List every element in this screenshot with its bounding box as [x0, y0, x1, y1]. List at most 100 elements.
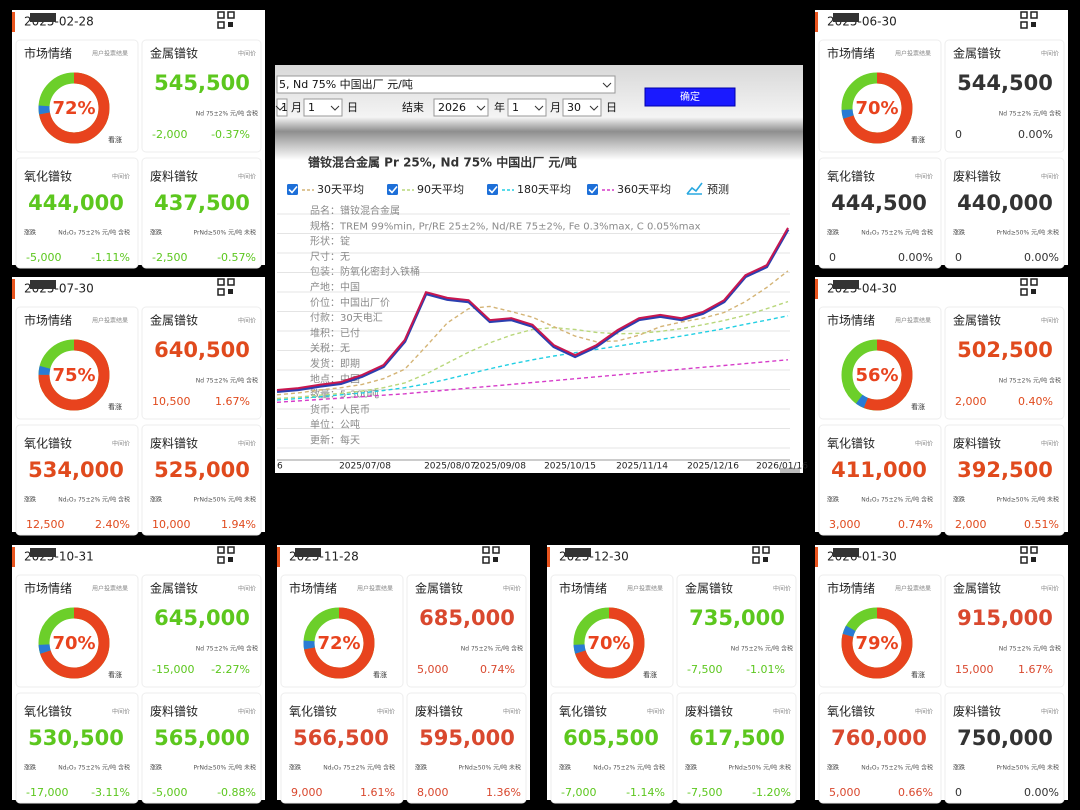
- sentiment-label: 市场情绪: [559, 581, 607, 596]
- bull-label: 看涨: [643, 670, 657, 679]
- oxide-price: 444,000: [28, 191, 124, 215]
- date-bar: [277, 547, 280, 567]
- bull-label: 看涨: [108, 670, 122, 679]
- vote-label: 用户投票结果: [895, 585, 931, 593]
- qr-eye: [1020, 21, 1028, 29]
- legend-check[interactable]: [287, 184, 298, 195]
- qr-eye: [227, 11, 235, 19]
- check-mark: [488, 185, 498, 194]
- legend-text: 90天平均: [417, 183, 464, 196]
- oxide-change: -5,000: [26, 251, 61, 264]
- sentiment-label: 市场情绪: [289, 581, 337, 596]
- metal-pct: 0.74%: [480, 663, 515, 676]
- price-line-shadow: [276, 228, 790, 393]
- qr-text: [30, 548, 56, 557]
- legend-check[interactable]: [387, 184, 398, 195]
- sentiment-value: 72%: [317, 633, 360, 654]
- vote-label: 用户投票结果: [627, 585, 663, 593]
- panel: [141, 157, 262, 269]
- metal-spec: Nd 75±2% 元/吨 含税: [196, 645, 258, 653]
- scrap-price: 440,000: [957, 191, 1053, 215]
- vote-label: 用户投票结果: [92, 50, 128, 58]
- change-label: 涨跌: [953, 764, 965, 772]
- mid-label: 中间价: [112, 708, 130, 716]
- select-arrow: [476, 105, 486, 111]
- scrap-pct: -1.20%: [752, 786, 791, 799]
- select[interactable]: [303, 98, 343, 117]
- legend-check[interactable]: [487, 184, 498, 195]
- qr-text: [30, 280, 56, 289]
- date-bar: [815, 547, 818, 567]
- mid-label: 中间价: [1041, 708, 1059, 716]
- qr-eye: [1020, 546, 1028, 554]
- oxide-pct: 0.00%: [898, 251, 933, 264]
- scrollbar: [780, 468, 800, 473]
- spec-line: 堆积：已付: [310, 326, 360, 339]
- date-bar: [12, 12, 15, 32]
- change-label: 涨跌: [150, 496, 162, 504]
- select[interactable]: [562, 98, 602, 117]
- qr-eye: [1020, 556, 1028, 564]
- mid-label: 中间价: [503, 708, 521, 716]
- select-arrow: [602, 82, 612, 88]
- donut-bull: [841, 72, 913, 144]
- sentiment-label: 市场情绪: [827, 581, 875, 596]
- qr-eye: [762, 546, 770, 554]
- bull-label: 看涨: [911, 135, 925, 144]
- metal-spec: Nd 75±2% 元/吨 含税: [196, 377, 258, 385]
- oxide-label: 氧化镨钕: [559, 704, 607, 719]
- qr-dot: [763, 557, 768, 562]
- select-text: 1: [512, 101, 519, 114]
- scrap-price: 617,500: [689, 726, 785, 750]
- scrap-pct: -0.57%: [217, 251, 256, 264]
- qr-icon: [217, 11, 235, 29]
- average-line: [276, 315, 789, 401]
- donut-neutral: [38, 72, 110, 144]
- select[interactable]: [507, 98, 547, 117]
- oxide-spec: Nd₂O₃ 75±2% 元/吨 含税: [58, 229, 130, 237]
- sentiment-value: 79%: [855, 633, 898, 654]
- select[interactable]: [433, 98, 489, 117]
- qr-eye: [217, 278, 225, 286]
- spec-line: 产地：中国: [310, 281, 360, 294]
- panel: [15, 157, 139, 269]
- scrap-spec: PrNd≥50% 元/吨 未税: [997, 229, 1059, 237]
- oxide-price: 530,500: [28, 726, 124, 750]
- oxide-price: 444,500: [831, 191, 927, 215]
- panel: [944, 39, 1065, 153]
- metal-label: 金属镨钕: [953, 46, 1001, 61]
- qr-text: [565, 548, 591, 557]
- oxide-spec: Nd₂O₃ 75±2% 元/吨 含税: [861, 496, 933, 504]
- scrap-change: 10,000: [152, 518, 191, 531]
- mid-label: 中间价: [238, 173, 256, 181]
- legend-check[interactable]: [587, 184, 598, 195]
- vote-label: 用户投票结果: [895, 317, 931, 325]
- qr-dot: [1031, 289, 1036, 294]
- select-arrow: [330, 105, 340, 111]
- metal-price: 545,500: [154, 71, 250, 95]
- scrap-price: 750,000: [957, 726, 1053, 750]
- oxide-pct: -3.11%: [91, 786, 130, 799]
- metal-spec: Nd 75±2% 元/吨 含税: [461, 645, 523, 653]
- confirm-button[interactable]: [644, 87, 736, 107]
- scrap-spec: PrNd≥50% 元/吨 未税: [459, 764, 521, 772]
- product-select[interactable]: [276, 75, 616, 94]
- metal-price: 735,000: [689, 606, 785, 630]
- unit: 月: [291, 101, 302, 114]
- qr-eye: [1020, 278, 1028, 286]
- mid-label: 中间价: [915, 440, 933, 448]
- price-line: [276, 227, 789, 391]
- oxide-spec: Nd₂O₃ 75±2% 元/吨 含税: [58, 764, 130, 772]
- donut-neutral: [303, 607, 375, 679]
- scrap-spec: PrNd≥50% 元/吨 未税: [729, 764, 791, 772]
- oxide-spec: Nd₂O₃ 75±2% 元/吨 含税: [861, 229, 933, 237]
- scrap-spec: PrNd≥50% 元/吨 未税: [997, 764, 1059, 772]
- scrap-change: 2,000: [955, 518, 987, 531]
- spec-line: 付款：30天电汇: [310, 311, 383, 324]
- x-tick-label: 2026/01/16: [756, 462, 808, 472]
- vote-label: 用户投票结果: [357, 585, 393, 593]
- qr-eye: [1030, 546, 1038, 554]
